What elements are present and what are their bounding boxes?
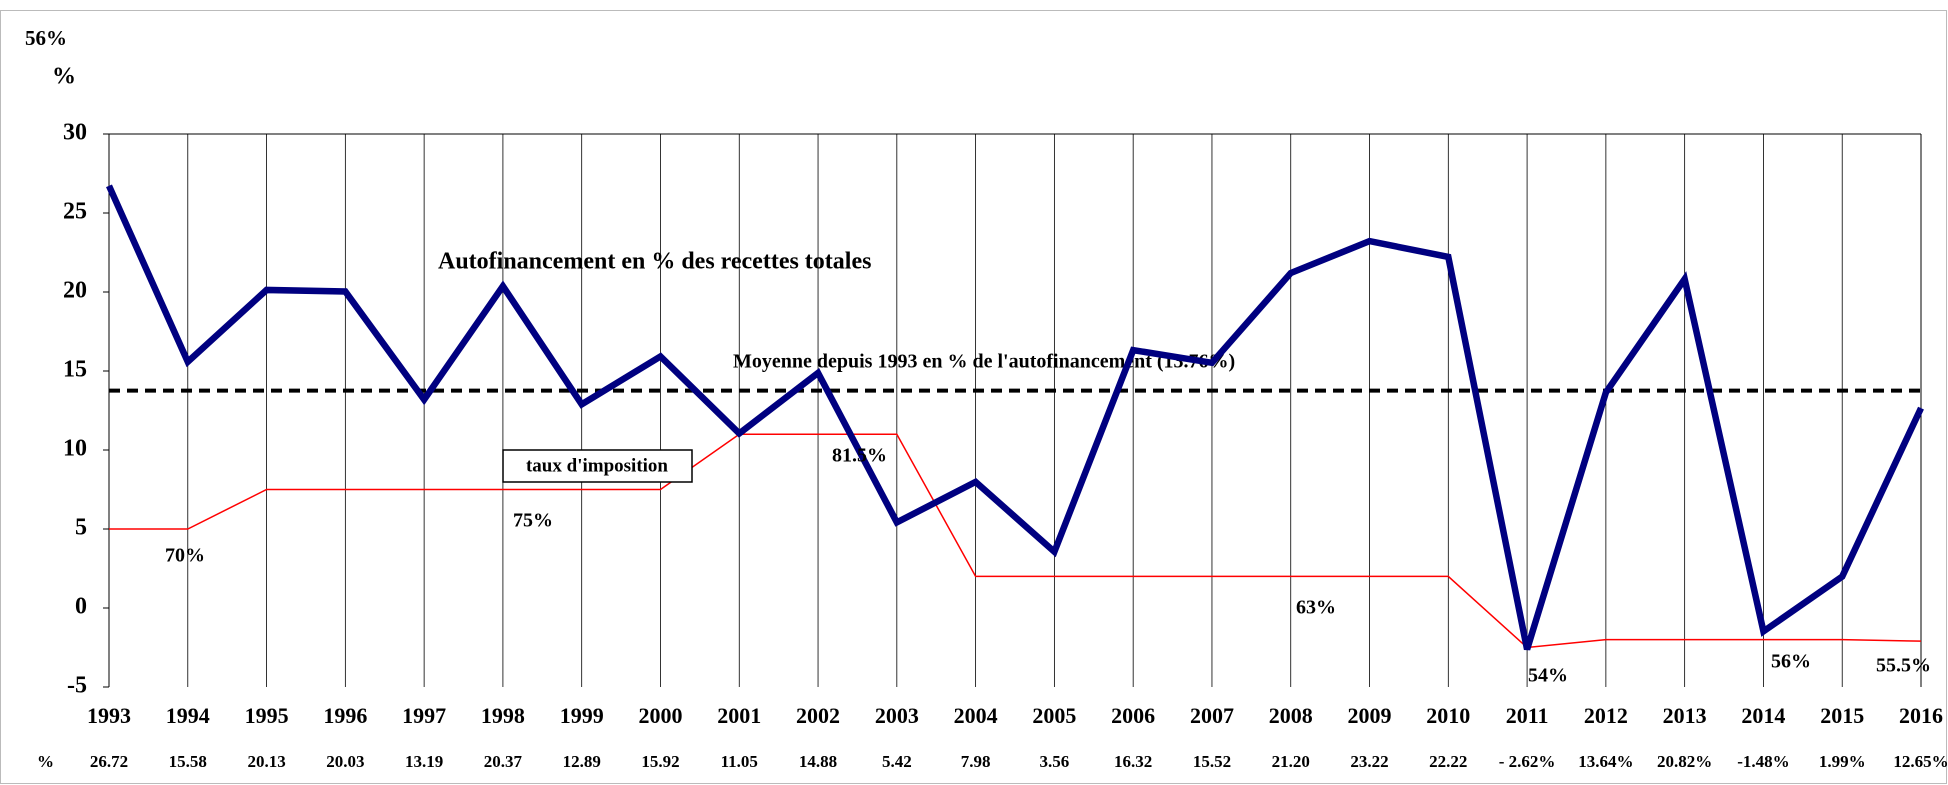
value-label: 14.88: [799, 752, 837, 771]
value-row-label: %: [37, 752, 54, 771]
value-label: 5.42: [882, 752, 912, 771]
value-label: 20.37: [484, 752, 523, 771]
x-tick-label: 2012: [1584, 703, 1628, 728]
chart-title: Autofinancement en % des recettes totale…: [438, 249, 871, 275]
value-label: 20.13: [247, 752, 285, 771]
value-label: 15.52: [1193, 752, 1231, 771]
x-tick-label: 1996: [323, 703, 367, 728]
x-tick-label: 1994: [166, 703, 210, 728]
value-label: 15.92: [641, 752, 679, 771]
x-tick-label: 2011: [1506, 703, 1549, 728]
x-tick-label: 2004: [954, 703, 998, 728]
x-tick-label: 2002: [796, 703, 840, 728]
y-tick-label: 5: [75, 515, 87, 541]
value-label: 3.56: [1040, 752, 1070, 771]
x-tick-label: 1993: [87, 703, 131, 728]
x-tick-label: 2006: [1111, 703, 1155, 728]
x-tick-label: 1997: [402, 703, 446, 728]
legend-box: [502, 449, 693, 483]
frame: [0, 10, 1947, 784]
value-label: 15.58: [169, 752, 207, 771]
annotation: 63%: [1296, 597, 1336, 619]
annotation: 55.5%: [1876, 655, 1931, 677]
annotation: 54%: [1528, 665, 1568, 687]
mean-label: Moyenne depuis 1993 en % de l'autofinanc…: [733, 351, 1235, 373]
x-tick-label: 2009: [1348, 703, 1392, 728]
value-label: 1.99%: [1819, 752, 1866, 771]
y-axis-label: %: [52, 64, 76, 90]
value-label: 20.03: [326, 752, 364, 771]
x-tick-label: 2016: [1899, 703, 1943, 728]
x-tick-label: 1999: [560, 703, 604, 728]
y-tick-label: 0: [75, 594, 87, 620]
annotation: 56%: [1771, 651, 1811, 673]
y-tick-label: 25: [63, 199, 87, 225]
value-label: 13.64%: [1578, 752, 1633, 771]
value-label: 23.22: [1350, 752, 1388, 771]
x-tick-label: 1998: [481, 703, 525, 728]
value-label: 11.05: [721, 752, 758, 771]
x-tick-label: 2005: [1032, 703, 1076, 728]
value-label: 20.82%: [1657, 752, 1712, 771]
value-label: 16.32: [1114, 752, 1152, 771]
y-tick-label: -5: [67, 673, 87, 699]
legend-label: taux d'imposition: [526, 455, 668, 476]
y-tick-label: 15: [63, 357, 87, 383]
value-label: 7.98: [961, 752, 991, 771]
x-tick-label: 2014: [1741, 703, 1785, 728]
annotation: 75%: [513, 510, 553, 532]
annotation: 81.5%: [832, 445, 887, 467]
y-tick-label: 20: [63, 278, 87, 304]
autofinancement-line: [106, 184, 1924, 651]
value-label: 13.19: [405, 752, 443, 771]
value-label: 21.20: [1272, 752, 1310, 771]
x-tick-label: 2010: [1426, 703, 1470, 728]
value-label: 12.89: [563, 752, 601, 771]
value-label: 12.65%: [1893, 752, 1948, 771]
top-note: 56%: [25, 26, 67, 50]
x-tick-label: 2013: [1663, 703, 1707, 728]
annotation: 70%: [165, 545, 205, 567]
value-label: 26.72: [90, 752, 128, 771]
y-tick-label: 10: [63, 436, 87, 462]
x-tick-label: 2001: [717, 703, 761, 728]
x-tick-label: 2015: [1820, 703, 1864, 728]
x-tick-label: 2008: [1269, 703, 1313, 728]
x-tick-label: 1995: [245, 703, 289, 728]
value-label: -1.48%: [1737, 752, 1789, 771]
tax-rate-line: [109, 433, 1922, 649]
x-tick-label: 2007: [1190, 703, 1234, 728]
y-tick-label: 30: [63, 120, 87, 146]
x-tick-label: 2000: [638, 703, 682, 728]
x-tick-label: 2003: [875, 703, 919, 728]
value-label: 22.22: [1429, 752, 1467, 771]
value-label: - 2.62%: [1499, 752, 1556, 771]
